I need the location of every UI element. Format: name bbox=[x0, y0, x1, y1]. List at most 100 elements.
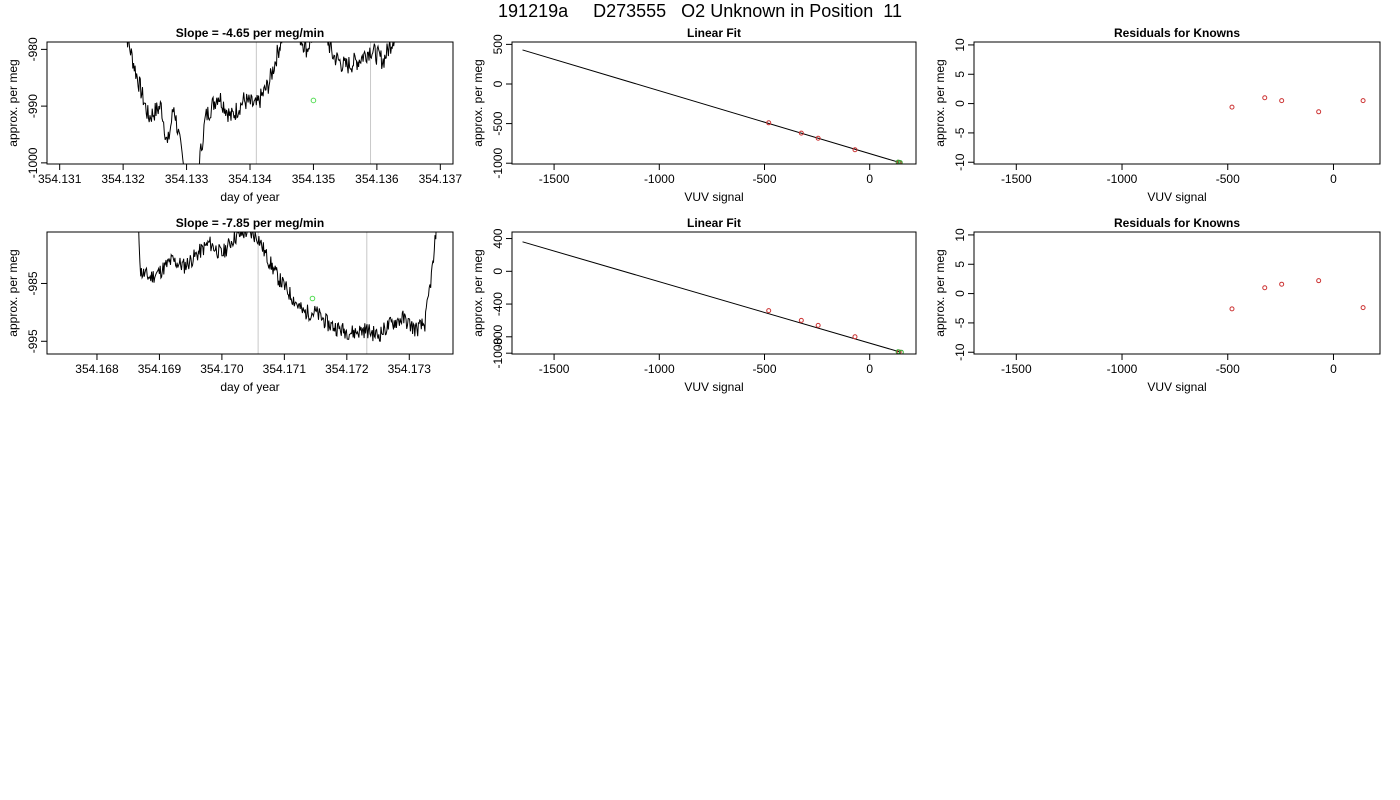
y-tick-label: -990 bbox=[26, 94, 40, 118]
y-tick-label: -1000 bbox=[491, 148, 505, 179]
data-point bbox=[1279, 98, 1285, 104]
x-axis-label: VUV signal bbox=[1147, 190, 1206, 204]
data-point bbox=[1360, 98, 1366, 104]
data-point bbox=[766, 120, 772, 126]
chart-title: Slope = -7.85 per meg/min bbox=[176, 216, 324, 230]
time-series-panel-2: Residuals for Knowns -1500 -1000 -500 0 -10 -5… bbox=[933, 26, 1381, 204]
x-tick-label: -500 bbox=[1216, 362, 1240, 376]
chart-title: Linear Fit bbox=[687, 26, 741, 40]
x-tick-label: 0 bbox=[1330, 362, 1337, 376]
y-tick-label: 0 bbox=[491, 268, 505, 275]
plot-area bbox=[1229, 95, 1366, 115]
data-point bbox=[1262, 95, 1268, 101]
y-tick-label: 500 bbox=[491, 34, 505, 54]
y-tick-label: -10 bbox=[953, 343, 967, 361]
y-tick-label: 0 bbox=[953, 290, 967, 297]
unknown-marker bbox=[310, 97, 317, 104]
x-tick-label: 354.137 bbox=[419, 172, 463, 186]
y-tick-label: -10 bbox=[953, 153, 967, 171]
fit-line bbox=[522, 241, 902, 353]
x-tick-label: 354.170 bbox=[200, 362, 244, 376]
unknown-point bbox=[895, 159, 901, 164]
y-tick-label: -985 bbox=[26, 271, 40, 295]
series-line bbox=[138, 232, 437, 342]
x-tick-label: 0 bbox=[866, 362, 873, 376]
data-point bbox=[1316, 278, 1322, 284]
y-axis-label: approx. per meg bbox=[6, 59, 20, 146]
y-tick-label: 10 bbox=[953, 228, 967, 242]
plot-area bbox=[126, 42, 395, 164]
unknown-marker bbox=[309, 295, 316, 302]
y-tick-label: 10 bbox=[953, 38, 967, 52]
y-tick-label: -995 bbox=[26, 329, 40, 353]
y-tick-label: -400 bbox=[491, 292, 505, 316]
fit-line bbox=[522, 49, 900, 163]
residuals-panel-2: Residuals for Knowns -1500 -1000 -500 0 -10 -5… bbox=[933, 216, 1381, 394]
x-tick-label: 354.133 bbox=[165, 172, 209, 186]
y-tick-label: -500 bbox=[491, 111, 505, 135]
x-axis-label: VUV signal bbox=[684, 380, 743, 394]
y-tick-label: -980 bbox=[26, 37, 40, 61]
x-tick-label: -1000 bbox=[644, 362, 675, 376]
x-tick-label: -500 bbox=[752, 362, 776, 376]
x-tick-label: -500 bbox=[752, 172, 776, 186]
x-tick-label: 354.134 bbox=[228, 172, 272, 186]
x-axis-label: VUV signal bbox=[1147, 380, 1206, 394]
y-tick-label: 400 bbox=[491, 228, 505, 248]
data-point bbox=[766, 308, 772, 314]
chart-title: Residuals for Knowns bbox=[1114, 26, 1240, 40]
data-point bbox=[815, 135, 821, 141]
data-point bbox=[798, 317, 804, 323]
x-tick-label: -1500 bbox=[1001, 172, 1032, 186]
chart-title: Residuals for Knowns bbox=[1114, 216, 1240, 230]
y-tick-label: 0 bbox=[491, 80, 505, 87]
data-point bbox=[815, 322, 821, 328]
plot-frame bbox=[511, 41, 917, 165]
y-tick-label: 5 bbox=[953, 261, 967, 268]
x-tick-label: 354.172 bbox=[325, 362, 369, 376]
y-tick-label: -5 bbox=[953, 127, 967, 138]
series-line bbox=[126, 42, 395, 164]
x-axis-label: VUV signal bbox=[684, 190, 743, 204]
y-axis-label: approx. per meg bbox=[471, 59, 485, 146]
x-axis-label: day of year bbox=[220, 190, 279, 204]
data-point bbox=[1229, 104, 1235, 110]
data-point bbox=[798, 130, 804, 136]
data-point bbox=[1360, 305, 1366, 311]
data-point bbox=[852, 334, 858, 340]
x-tick-label: 354.135 bbox=[292, 172, 336, 186]
y-tick-label: -1000 bbox=[26, 147, 40, 178]
x-tick-label: -1000 bbox=[1107, 172, 1138, 186]
x-tick-label: 354.132 bbox=[101, 172, 145, 186]
plot-frame bbox=[46, 231, 454, 355]
x-tick-label: 354.173 bbox=[388, 362, 432, 376]
x-tick-label: 354.171 bbox=[263, 362, 307, 376]
x-axis-label: day of year bbox=[220, 380, 279, 394]
x-tick-label: -1000 bbox=[1107, 362, 1138, 376]
x-tick-label: -1500 bbox=[539, 172, 570, 186]
x-tick-label: -1500 bbox=[1001, 362, 1032, 376]
x-tick-label: -1000 bbox=[644, 172, 675, 186]
plot-frame bbox=[973, 41, 1381, 165]
x-tick-label: -1500 bbox=[539, 362, 570, 376]
x-tick-label: -500 bbox=[1216, 172, 1240, 186]
x-tick-label: 354.131 bbox=[38, 172, 82, 186]
y-axis-label: approx. per meg bbox=[471, 249, 485, 336]
data-point bbox=[1262, 285, 1268, 291]
data-point bbox=[1279, 281, 1285, 287]
plot-area bbox=[522, 49, 903, 164]
x-tick-label: 354.136 bbox=[355, 172, 399, 186]
x-tick-label: 0 bbox=[866, 172, 873, 186]
x-tick-label: 354.169 bbox=[138, 362, 182, 376]
y-tick-label: -5 bbox=[953, 317, 967, 328]
chart-title: Linear Fit bbox=[687, 216, 741, 230]
y-axis-label: approx. per meg bbox=[933, 59, 947, 146]
residuals-panel-1: Linear Fit -1500 -1000 -500 0 -1000 -500 0 500 VU… bbox=[471, 26, 917, 204]
data-point bbox=[1229, 306, 1235, 312]
time-series-panel-1: Slope = -4.65 per meg/min 354.131 354.132 3… bbox=[6, 26, 463, 204]
plot-frame bbox=[511, 231, 917, 355]
data-point bbox=[1316, 109, 1322, 115]
unknown-point bbox=[897, 160, 903, 164]
chart-title: Slope = -4.65 per meg/min bbox=[176, 26, 324, 40]
